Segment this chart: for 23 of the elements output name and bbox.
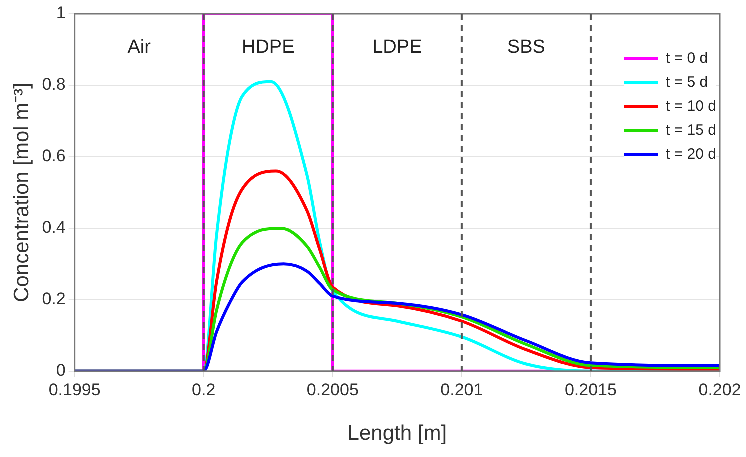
y-axis-title: Concentration [mol m⁻³] xyxy=(10,82,34,302)
y-tick-label: 0.4 xyxy=(42,218,66,238)
y-tick-label: 0.2 xyxy=(42,290,66,309)
legend-label: t = 20 d xyxy=(666,146,716,162)
legend-label: t = 15 d xyxy=(666,122,716,138)
x-tick-label: 0.201 xyxy=(440,380,484,400)
y-tick-label: 0 xyxy=(56,361,66,380)
y-tick-label: 0.6 xyxy=(42,146,66,166)
x-tick-label: 0.1995 xyxy=(48,380,101,400)
annotation: SBS xyxy=(507,37,546,58)
x-tick-label: 0.202 xyxy=(698,380,742,400)
annotation: HDPE xyxy=(242,37,295,58)
x-tick-label: 0.2 xyxy=(192,380,216,400)
x-tick-label: 0.2015 xyxy=(564,380,617,400)
y-tick-label: 1 xyxy=(56,4,66,23)
x-tick-label: 0.2005 xyxy=(306,380,359,400)
legend-label: t = 5 d xyxy=(666,74,708,90)
legend-label: t = 10 d xyxy=(666,98,716,114)
legend-label: t = 0 d xyxy=(666,50,708,66)
y-tick-label: 0.8 xyxy=(42,75,66,94)
annotation: LDPE xyxy=(372,37,422,58)
annotation: Air xyxy=(128,37,152,58)
x-axis-title: Length [m] xyxy=(348,422,448,446)
